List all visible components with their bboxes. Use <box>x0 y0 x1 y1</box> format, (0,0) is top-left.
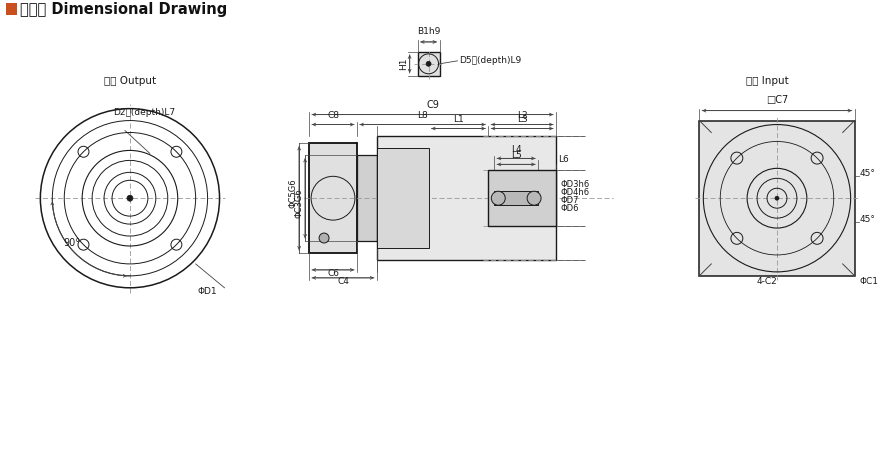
Text: L5: L5 <box>511 152 522 160</box>
Text: L1: L1 <box>453 115 463 123</box>
Text: D2深(depth)L7: D2深(depth)L7 <box>113 108 175 116</box>
Text: ΦD4h6: ΦD4h6 <box>561 188 590 197</box>
Bar <box>309 144 357 253</box>
Text: ΦD7: ΦD7 <box>561 196 580 205</box>
Circle shape <box>426 61 431 67</box>
Bar <box>5 3 18 15</box>
Bar <box>377 148 428 248</box>
Text: L3: L3 <box>517 115 528 123</box>
Text: ΦC1: ΦC1 <box>860 277 878 286</box>
Text: 输出 Output: 输出 Output <box>104 76 156 86</box>
Bar <box>494 191 538 205</box>
Text: B1h9: B1h9 <box>417 27 440 36</box>
Text: □C7: □C7 <box>766 95 788 104</box>
Text: ΦC5G6: ΦC5G6 <box>288 178 297 208</box>
Bar <box>418 52 440 76</box>
Bar <box>357 155 377 241</box>
Text: C9: C9 <box>426 100 439 109</box>
Text: 尺寸图 Dimensional Drawing: 尺寸图 Dimensional Drawing <box>20 1 227 17</box>
Circle shape <box>319 233 329 243</box>
Text: 90°: 90° <box>63 238 81 248</box>
Text: ΦD6: ΦD6 <box>561 204 580 213</box>
Text: ΦD3h6: ΦD3h6 <box>561 180 590 189</box>
Text: 4-C2: 4-C2 <box>757 277 777 286</box>
Circle shape <box>127 195 133 201</box>
Circle shape <box>492 191 505 205</box>
Text: L8: L8 <box>418 110 428 120</box>
Text: H1: H1 <box>399 58 408 70</box>
Text: L4: L4 <box>511 146 522 154</box>
Text: 45°: 45° <box>860 169 876 178</box>
Text: D5深(depth)L9: D5深(depth)L9 <box>459 56 522 65</box>
Text: L6: L6 <box>558 155 569 164</box>
Text: L2: L2 <box>517 110 528 120</box>
Circle shape <box>527 191 541 205</box>
Bar <box>700 121 855 276</box>
Text: C8: C8 <box>327 110 339 120</box>
Text: ΦD1: ΦD1 <box>197 287 218 296</box>
Text: 45°: 45° <box>860 215 876 224</box>
Text: 输入 Input: 输入 Input <box>745 76 788 86</box>
Text: C4: C4 <box>337 277 349 286</box>
Bar <box>488 170 556 226</box>
Text: C6: C6 <box>327 269 339 278</box>
Bar <box>377 136 556 260</box>
Text: ΦC3G6: ΦC3G6 <box>294 188 303 218</box>
Circle shape <box>775 196 779 200</box>
